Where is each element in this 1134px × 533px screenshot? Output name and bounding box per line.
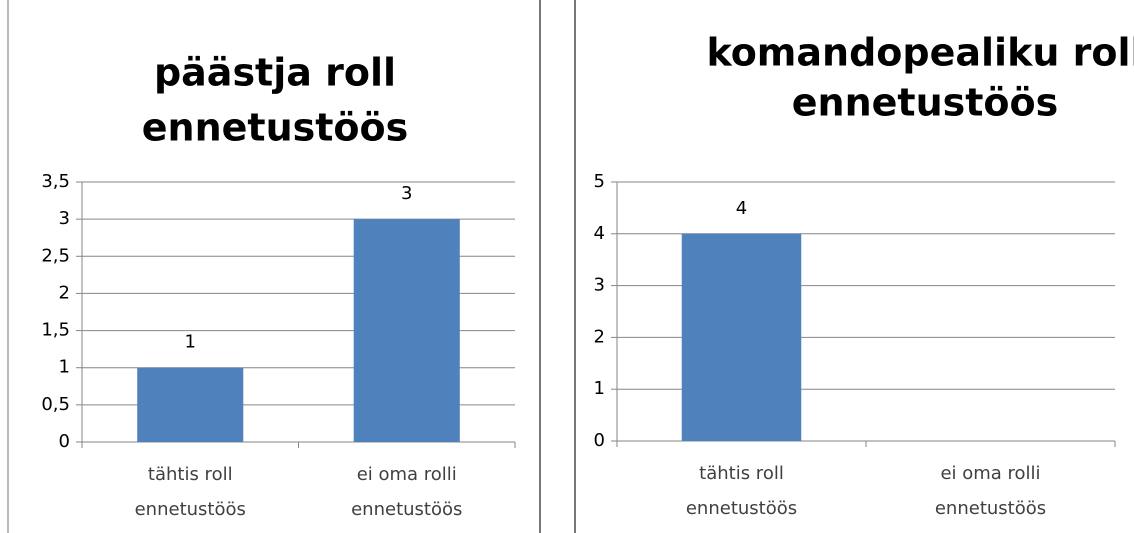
x-tick-label: ennetustöös bbox=[686, 498, 797, 519]
data-label: 4 bbox=[736, 198, 747, 219]
y-tick-label: 2 bbox=[59, 282, 70, 303]
y-tick-label: 2 bbox=[594, 326, 605, 347]
y-tick-label: 0,5 bbox=[41, 394, 70, 415]
chart-title: ennetustöös bbox=[792, 81, 1058, 125]
y-tick-label: 4 bbox=[594, 223, 605, 244]
y-tick-label: 3,5 bbox=[41, 171, 70, 192]
y-tick-label: 2,5 bbox=[41, 245, 70, 266]
y-tick-label: 3 bbox=[594, 275, 605, 296]
bar bbox=[353, 219, 460, 442]
y-tick-label: 3 bbox=[59, 208, 70, 229]
x-tick-label: ei oma rolli bbox=[357, 464, 457, 485]
y-tick-label: 5 bbox=[594, 171, 605, 192]
x-tick-label: ennetustöös bbox=[935, 498, 1046, 519]
chart-title: päästja roll bbox=[154, 51, 396, 95]
x-tick-label: tähtis roll bbox=[148, 464, 233, 485]
x-tick-label: ennetustöös bbox=[135, 499, 246, 520]
y-tick-label: 1 bbox=[59, 357, 70, 378]
x-tick-label: ei oma rolli bbox=[940, 463, 1040, 484]
y-tick-label: 1,5 bbox=[41, 320, 70, 341]
y-tick-label: 1 bbox=[594, 378, 605, 399]
y-tick-label: 0 bbox=[594, 430, 605, 451]
y-tick-label: 0 bbox=[59, 431, 70, 452]
x-tick-label: ennetustöös bbox=[351, 499, 462, 520]
data-label: 1 bbox=[185, 332, 196, 353]
data-label: 3 bbox=[401, 183, 412, 204]
bar bbox=[137, 367, 244, 442]
chart-title: komandopealiku roll bbox=[706, 31, 1134, 75]
bar bbox=[681, 233, 802, 441]
chart-title: ennetustöös bbox=[142, 106, 408, 150]
x-tick-label: tähtis roll bbox=[699, 463, 784, 484]
